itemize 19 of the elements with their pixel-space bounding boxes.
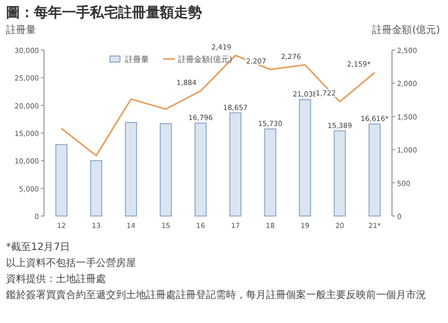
legend-label: 註冊金額(億元) bbox=[178, 55, 232, 64]
bar bbox=[194, 122, 207, 216]
bar bbox=[90, 160, 102, 216]
y2-axis-title: 註冊金額(億元) bbox=[372, 24, 440, 36]
bar bbox=[264, 128, 276, 216]
y-axis-title: 註冊量 bbox=[6, 24, 36, 36]
text: *截至12月7日 bbox=[6, 241, 70, 253]
legend-label: 註冊量 bbox=[125, 55, 149, 64]
bar bbox=[160, 123, 172, 216]
bar bbox=[229, 112, 242, 216]
bar bbox=[124, 122, 138, 216]
text: 鑑於簽署買賣合約至遞交到土地註冊處註冊登記需時，每月註冊個案一般主要反映前一個月市況 bbox=[6, 289, 426, 301]
text: 以上資料不包括一手公營房屋 bbox=[6, 257, 136, 269]
chart-title: 圖：每年一手私宅註冊量額走勢 bbox=[6, 4, 202, 21]
bar bbox=[334, 130, 346, 216]
bar bbox=[298, 99, 312, 216]
bar bbox=[55, 144, 68, 216]
bar bbox=[368, 124, 381, 216]
text: 資料提供：土地註冊處 bbox=[6, 273, 106, 285]
